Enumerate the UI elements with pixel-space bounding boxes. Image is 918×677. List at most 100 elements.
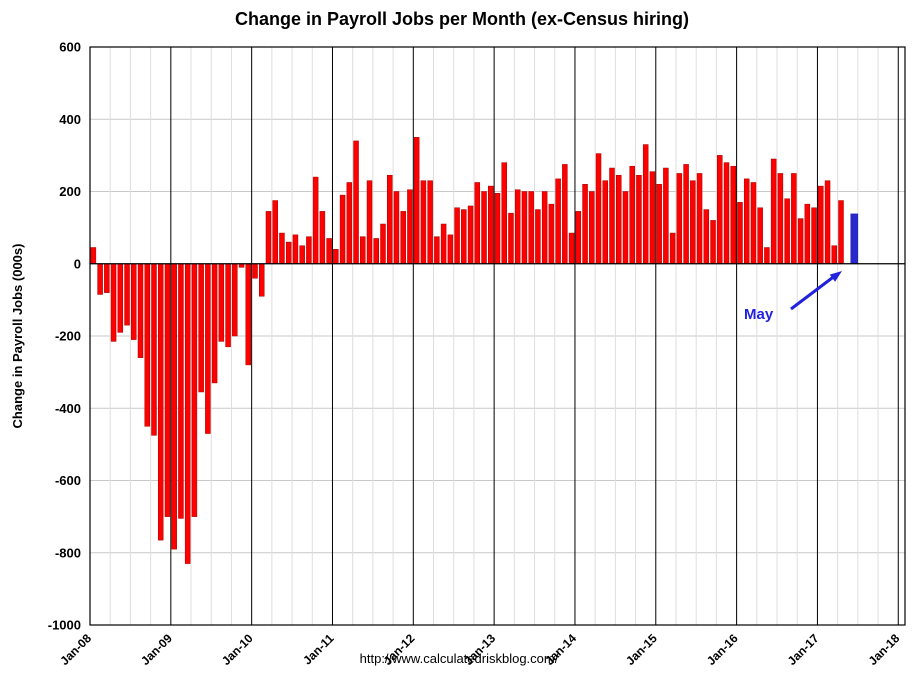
bar: [777, 173, 784, 264]
bar: [184, 263, 191, 564]
bar: [353, 140, 359, 264]
bar: [279, 232, 285, 264]
bar: [514, 189, 521, 264]
bar: [90, 247, 97, 265]
bar: [818, 185, 824, 264]
bar: [717, 155, 723, 265]
x-tick-label: Jan-15: [623, 631, 660, 668]
bar: [770, 158, 777, 265]
bar: [447, 234, 454, 265]
y-tick-label: 600: [59, 40, 81, 55]
bar: [541, 191, 548, 264]
bar: [326, 238, 332, 265]
bar: [110, 263, 117, 342]
bar: [373, 238, 379, 265]
bar: [265, 211, 272, 264]
bar: [104, 263, 110, 293]
bar: [481, 191, 487, 264]
bar: [696, 173, 703, 264]
bar: [602, 180, 609, 264]
bar: [474, 182, 481, 264]
bar: [595, 153, 602, 265]
bar: [259, 263, 265, 297]
bar: [211, 263, 218, 384]
bar: [642, 144, 649, 264]
bar: [568, 232, 575, 264]
bar: [339, 194, 346, 264]
bar: [562, 164, 568, 264]
bar: [427, 180, 433, 264]
bar: [420, 180, 427, 264]
bar: [703, 209, 710, 264]
bar: [548, 203, 555, 264]
bar: [750, 182, 757, 264]
bar: [521, 191, 528, 264]
bar: [232, 263, 238, 337]
x-tick-label: Jan-08: [57, 631, 94, 668]
bar: [656, 184, 662, 264]
bar: [454, 207, 460, 264]
bar: [306, 236, 312, 265]
axes: [89, 46, 906, 626]
bar: [723, 162, 730, 265]
bar: [737, 202, 743, 264]
bar: [616, 174, 622, 265]
bar: [285, 241, 292, 265]
bar: [501, 162, 507, 265]
bar: [824, 180, 831, 264]
x-tick-label: Jan-09: [138, 631, 175, 668]
bar: [676, 173, 683, 264]
bar: [380, 223, 386, 264]
bar: [440, 223, 447, 264]
bar: [494, 193, 501, 264]
bar: [467, 205, 474, 264]
bar: [360, 236, 366, 265]
bar: [333, 249, 339, 265]
may-arrowhead-icon: [829, 271, 842, 282]
x-tick-label: Jan-17: [785, 631, 822, 668]
bar: [434, 236, 440, 265]
bar-series: [90, 137, 859, 564]
bar: [582, 184, 588, 264]
bar: [205, 263, 211, 434]
bar: [488, 185, 494, 264]
bar: [831, 245, 838, 265]
bar: [413, 137, 420, 264]
bar: [292, 234, 299, 265]
bar: [535, 209, 541, 264]
bar: [683, 164, 689, 264]
bar: [636, 174, 642, 265]
bar: [797, 218, 804, 264]
bar: [622, 191, 629, 264]
bar: [508, 212, 514, 264]
bar: [393, 191, 400, 264]
bar: [319, 211, 326, 264]
bar: [131, 263, 137, 340]
bar: [164, 263, 171, 517]
source-url: http://www.calculatedriskblog.com/: [360, 651, 559, 666]
bar: [117, 263, 124, 333]
bar: [137, 263, 144, 358]
bar: [171, 263, 177, 550]
y-tick-label: -1000: [48, 618, 81, 633]
y-tick-label: -400: [55, 401, 81, 416]
bar: [575, 211, 582, 264]
bar: [710, 220, 716, 264]
bar: [804, 203, 811, 264]
x-tick-label: Jan-11: [300, 631, 337, 668]
y-axis-title: Change in Payroll Jobs (000s): [10, 244, 25, 429]
bar: [764, 247, 770, 265]
bar-may-2017: [850, 213, 859, 264]
bar: [757, 207, 763, 264]
bar: [151, 263, 157, 436]
bar: [461, 209, 467, 264]
bar: [97, 263, 103, 295]
bar: [791, 173, 797, 264]
bar: [730, 165, 736, 265]
x-tick-label: Jan-18: [866, 631, 903, 668]
bar: [407, 189, 413, 264]
bar: [528, 191, 534, 264]
bar: [838, 200, 844, 264]
